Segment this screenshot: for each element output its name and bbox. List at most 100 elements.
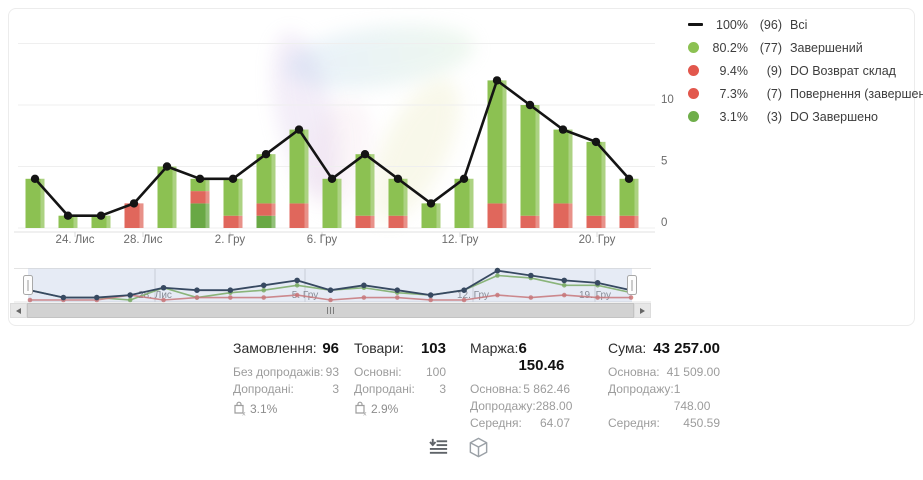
- legend-dot-swatch: [688, 111, 699, 122]
- bar-highlight: [172, 166, 177, 228]
- bar-segment[interactable]: [553, 129, 573, 204]
- y-axis-label: 0: [661, 217, 667, 229]
- bar-segment[interactable]: [355, 154, 375, 216]
- chart-legend: 100% (96) Всі 80.2% (77) Завершений 9.4% (9) DO …: [688, 13, 923, 128]
- bar-segment[interactable]: [586, 215, 606, 228]
- total-line-point[interactable]: [558, 125, 568, 134]
- total-line-point[interactable]: [426, 199, 436, 208]
- stat-subrow: Основна: 5 862.46: [470, 382, 570, 396]
- total-line-point[interactable]: [525, 100, 535, 110]
- stat-subrow: Допродані: 3: [354, 382, 446, 396]
- bar-segment[interactable]: [223, 178, 243, 216]
- total-line-point[interactable]: [492, 76, 502, 85]
- scroll-left-button[interactable]: [10, 303, 27, 318]
- bar-segment[interactable]: [388, 178, 408, 216]
- legend-item[interactable]: 100% (96) Всі: [688, 13, 923, 36]
- scrollbar-thumb[interactable]: [27, 303, 634, 318]
- bar-segment[interactable]: [355, 215, 375, 228]
- bar-highlight: [436, 203, 441, 228]
- bar-segment[interactable]: [520, 215, 540, 228]
- upsell-rate-value: 3.1%: [250, 401, 278, 416]
- bar-segment[interactable]: [454, 178, 474, 228]
- bar-segment[interactable]: [322, 178, 342, 228]
- bar-segment[interactable]: [256, 154, 276, 204]
- navigator-total-line-point: [361, 282, 367, 289]
- stats-column: Товари: 103 Основні: 100 Допродані: 3 x 2.9%: [354, 340, 446, 416]
- total-line-point[interactable]: [591, 137, 601, 147]
- bar-segment[interactable]: [190, 178, 210, 192]
- navigator-red-line-point: [595, 295, 600, 300]
- bar-segment[interactable]: [157, 166, 177, 229]
- bar-segment[interactable]: [91, 215, 111, 228]
- bar-segment[interactable]: [586, 141, 606, 216]
- navigator-total-line-point: [494, 267, 501, 274]
- navigator-total-line-point: [60, 294, 67, 301]
- legend-item[interactable]: 7.3% (7) Повернення (завершений): [688, 82, 923, 105]
- bar-highlight: [40, 178, 45, 228]
- bar-segment[interactable]: [289, 129, 309, 204]
- total-line-point[interactable]: [261, 150, 271, 159]
- bar-highlight: [469, 178, 474, 228]
- bar-segment[interactable]: [58, 215, 78, 228]
- bar-segment[interactable]: [190, 203, 210, 228]
- bar-segment[interactable]: [520, 105, 540, 216]
- total-line-point[interactable]: [294, 125, 304, 134]
- bar-segment[interactable]: [289, 203, 309, 228]
- bar-segment[interactable]: [388, 215, 408, 228]
- legend-item[interactable]: 9.4% (9) DO Возврат склад: [688, 59, 923, 82]
- bar-segment[interactable]: [256, 203, 276, 216]
- total-line-point[interactable]: [162, 162, 172, 171]
- navigator-total-line-point: [461, 287, 467, 294]
- total-line-point[interactable]: [459, 174, 469, 183]
- footer-toolbar: [427, 436, 490, 459]
- bar-segment[interactable]: [487, 80, 507, 204]
- legend-percent: 9.4%: [719, 63, 749, 78]
- bar-highlight: [73, 215, 78, 228]
- bar-highlight: [568, 129, 573, 228]
- bar-segment[interactable]: [190, 191, 210, 204]
- navigator-red-line-point: [428, 297, 433, 303]
- navigator-green-line-point: [561, 283, 567, 288]
- status-list-icon[interactable]: [427, 436, 450, 459]
- total-line-point[interactable]: [393, 174, 403, 183]
- total-line-point[interactable]: [624, 174, 634, 183]
- package-icon[interactable]: [467, 436, 490, 459]
- bar-segment[interactable]: [619, 215, 639, 228]
- navigator-total-line-point: [394, 287, 401, 294]
- bar-segment[interactable]: [553, 203, 573, 228]
- scrollbar-track[interactable]: [27, 303, 634, 318]
- total-line-point[interactable]: [96, 211, 106, 220]
- navigator-scrollbar[interactable]: [10, 303, 651, 318]
- stat-subrow: Допродажу: 288.00: [470, 399, 573, 413]
- bar-highlight: [337, 178, 342, 228]
- total-line-point[interactable]: [360, 150, 370, 159]
- navigator-selection-overlay[interactable]: [28, 268, 632, 303]
- total-line-point[interactable]: [327, 174, 337, 183]
- bar-segment[interactable]: [421, 203, 441, 228]
- bar-segment[interactable]: [25, 178, 45, 228]
- legend-item[interactable]: 3.1% (3) DO Завершено: [688, 105, 923, 128]
- total-line-point[interactable]: [30, 174, 40, 183]
- total-line-point[interactable]: [129, 199, 139, 208]
- stats-column: Замовлення: 96 Без допродажів: 93 Допродані:…: [233, 340, 339, 416]
- stat-title: Маржа:: [470, 340, 519, 356]
- bar-segment[interactable]: [124, 203, 144, 228]
- bar-segment[interactable]: [619, 178, 639, 216]
- scroll-right-button[interactable]: [634, 303, 651, 318]
- total-line-point[interactable]: [228, 174, 238, 183]
- bar-highlight: [535, 105, 540, 228]
- legend-item[interactable]: 80.2% (77) Завершений: [688, 36, 923, 59]
- navigator-green-line-point: [261, 287, 267, 293]
- bar-segment[interactable]: [223, 215, 243, 228]
- orders-chart: 24. Лис 28. Лис 2. Гру 6. Гру 12. Гру 20. Гру…: [14, 25, 674, 303]
- stat-subrow: Основна: 41 509.00: [608, 365, 720, 379]
- total-line-point[interactable]: [195, 174, 205, 183]
- bar-segment[interactable]: [256, 215, 276, 228]
- upsell-rate: x 2.9%: [354, 401, 446, 416]
- navigator-green-line-point: [495, 273, 500, 278]
- total-line-point[interactable]: [63, 211, 73, 220]
- bar-segment[interactable]: [487, 203, 507, 228]
- navigator-red-line-point: [628, 295, 634, 300]
- y-axis-label: 10: [661, 94, 674, 106]
